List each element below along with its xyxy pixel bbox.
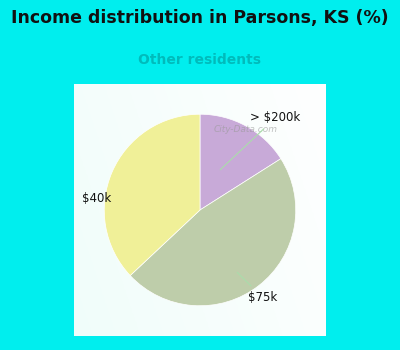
Text: Other residents: Other residents: [138, 54, 262, 68]
Wedge shape: [104, 114, 200, 275]
Wedge shape: [200, 114, 281, 210]
Text: Income distribution in Parsons, KS (%): Income distribution in Parsons, KS (%): [11, 9, 389, 28]
Text: > $200k: > $200k: [220, 111, 301, 170]
Wedge shape: [130, 159, 296, 306]
Text: $75k: $75k: [237, 272, 277, 304]
Text: City-Data.com: City-Data.com: [213, 125, 277, 134]
Text: $40k: $40k: [82, 192, 147, 205]
